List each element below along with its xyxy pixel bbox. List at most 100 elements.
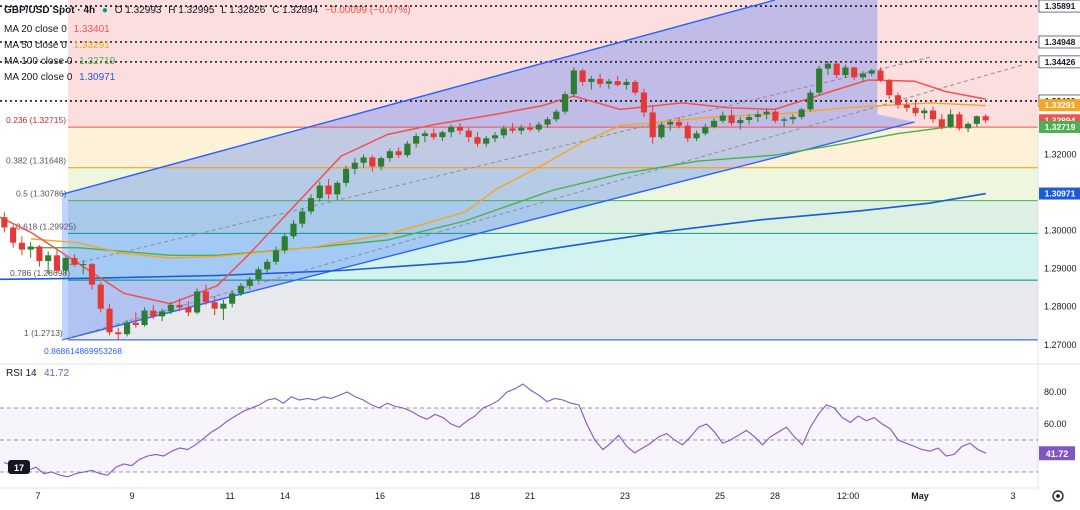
candle[interactable] xyxy=(281,233,288,254)
candle[interactable] xyxy=(623,78,630,90)
candle[interactable] xyxy=(272,246,280,265)
candle[interactable] xyxy=(395,147,402,159)
candle[interactable] xyxy=(360,154,367,168)
candle[interactable] xyxy=(877,67,884,82)
candle[interactable] xyxy=(746,114,753,125)
candle[interactable] xyxy=(649,105,656,144)
candle[interactable] xyxy=(439,130,446,141)
candle[interactable] xyxy=(421,130,428,143)
candle[interactable] xyxy=(938,114,945,130)
candle[interactable] xyxy=(640,88,648,117)
candle[interactable] xyxy=(430,128,437,140)
candle[interactable] xyxy=(509,123,516,134)
candle[interactable] xyxy=(80,260,87,275)
candle[interactable] xyxy=(719,111,726,124)
candle[interactable] xyxy=(378,156,385,171)
candle[interactable] xyxy=(246,277,253,290)
candle[interactable] xyxy=(929,106,937,124)
candle[interactable] xyxy=(868,68,875,77)
candle[interactable] xyxy=(737,116,744,130)
candle[interactable] xyxy=(912,101,919,117)
candle[interactable] xyxy=(45,251,52,275)
candle[interactable] xyxy=(307,194,315,215)
candle[interactable] xyxy=(62,256,69,275)
candle[interactable] xyxy=(202,284,209,305)
candle[interactable] xyxy=(123,320,131,337)
candle[interactable] xyxy=(702,123,709,136)
candle[interactable] xyxy=(772,109,779,124)
candle[interactable] xyxy=(53,250,61,274)
settings-gear-icon[interactable] xyxy=(1052,490,1064,502)
candle[interactable] xyxy=(763,108,770,120)
candle[interactable] xyxy=(842,64,849,79)
candle[interactable] xyxy=(229,290,236,308)
candle[interactable] xyxy=(500,125,507,139)
candle[interactable] xyxy=(781,116,788,127)
candle[interactable] xyxy=(947,109,954,129)
candle[interactable] xyxy=(176,298,183,312)
candle[interactable] xyxy=(824,60,831,76)
candle[interactable] xyxy=(570,67,577,98)
candle[interactable] xyxy=(342,165,350,187)
candle[interactable] xyxy=(369,155,376,172)
candle[interactable] xyxy=(982,114,989,124)
candle[interactable] xyxy=(106,303,113,336)
candle[interactable] xyxy=(115,327,122,340)
ma100-legend[interactable]: MA 100 close 0 1.32719 xyxy=(4,56,119,67)
candle[interactable] xyxy=(386,148,393,162)
ma200-legend[interactable]: MA 200 close 0 1.30971 xyxy=(4,72,119,83)
candle[interactable] xyxy=(562,91,569,115)
ma20-legend[interactable]: MA 20 close 0 1.33401 xyxy=(4,24,114,35)
candle[interactable] xyxy=(18,236,25,256)
candle[interactable] xyxy=(851,66,858,81)
candle[interactable] xyxy=(465,127,472,143)
candle[interactable] xyxy=(316,181,323,202)
candle[interactable] xyxy=(667,119,674,131)
candle[interactable] xyxy=(728,109,735,126)
candle[interactable] xyxy=(675,116,683,129)
candle[interactable] xyxy=(299,208,306,228)
candle[interactable] xyxy=(491,132,499,143)
candle[interactable] xyxy=(816,65,823,96)
candle[interactable] xyxy=(194,288,201,315)
candle[interactable] xyxy=(535,121,542,133)
candle[interactable] xyxy=(159,308,166,322)
candle[interactable] xyxy=(413,133,420,148)
candle[interactable] xyxy=(807,89,814,112)
candle[interactable] xyxy=(474,132,481,147)
candle[interactable] xyxy=(965,121,972,133)
candle[interactable] xyxy=(237,283,244,297)
candle[interactable] xyxy=(526,123,534,132)
ma50-legend[interactable]: MA 50 close 0 1.33291 xyxy=(4,40,114,51)
candle[interactable] xyxy=(579,68,586,86)
candle[interactable] xyxy=(167,302,174,315)
candle[interactable] xyxy=(351,158,358,175)
symbol-title[interactable]: GBP/USD Spot · 4h xyxy=(4,5,96,16)
candle[interactable] xyxy=(1,212,8,233)
candle[interactable] xyxy=(754,110,761,122)
candle[interactable] xyxy=(88,262,96,290)
candle[interactable] xyxy=(886,78,893,100)
candle[interactable] xyxy=(789,114,796,124)
candle[interactable] xyxy=(71,254,78,267)
candle[interactable] xyxy=(921,107,928,120)
candle[interactable] xyxy=(185,301,192,317)
candle[interactable] xyxy=(483,136,490,147)
candle[interactable] xyxy=(614,76,621,87)
candle[interactable] xyxy=(456,123,464,135)
candle[interactable] xyxy=(597,73,604,88)
candle[interactable] xyxy=(710,118,718,129)
candle[interactable] xyxy=(518,124,525,135)
candle[interactable] xyxy=(255,266,262,282)
candle[interactable] xyxy=(956,111,963,131)
candle[interactable] xyxy=(588,76,595,90)
candle[interactable] xyxy=(132,312,139,328)
candle[interactable] xyxy=(632,80,639,96)
candle[interactable] xyxy=(658,121,665,140)
candle[interactable] xyxy=(798,107,805,120)
candle[interactable] xyxy=(290,219,297,239)
candle[interactable] xyxy=(36,245,43,267)
candle[interactable] xyxy=(27,241,34,258)
candle[interactable] xyxy=(404,140,411,158)
